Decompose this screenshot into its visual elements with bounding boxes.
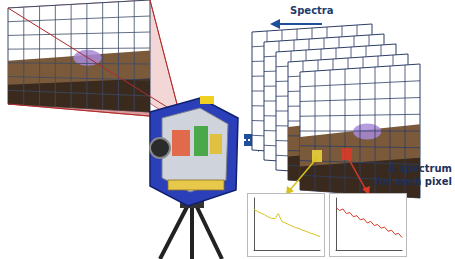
svg-text:for each pixel: for each pixel <box>375 176 452 187</box>
svg-text:A spectrum: A spectrum <box>388 163 452 174</box>
svg-text:Spectra: Spectra <box>290 5 334 16</box>
